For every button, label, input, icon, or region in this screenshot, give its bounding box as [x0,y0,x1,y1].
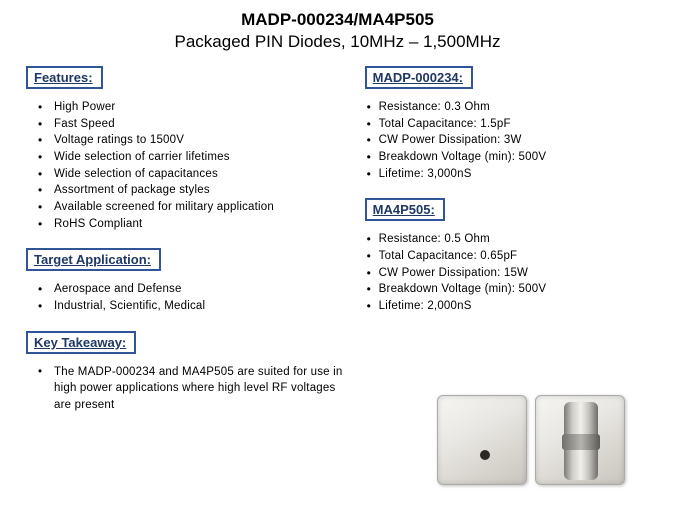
list-item: Available screened for military applicat… [38,199,345,216]
chip-left-icon [437,395,527,485]
list-item: Voltage ratings to 1500V [38,132,345,149]
features-list: High Power Fast Speed Voltage ratings to… [26,99,345,232]
key-takeaway-body: The MADP-000234 and MA4P505 are suited f… [26,364,345,414]
list-item: Breakdown Voltage (min): 500V [367,281,653,298]
key-takeaway-header: Key Takeaway: [26,331,136,354]
part1-list: Resistance: 0.3 Ohm Total Capacitance: 1… [365,99,653,182]
right-column: MADP-000234: Resistance: 0.3 Ohm Total C… [365,66,653,414]
left-column: Features: High Power Fast Speed Voltage … [26,66,345,414]
list-item: Lifetime: 3,000nS [367,166,653,183]
page-title: MADP-000234/MA4P505 [0,10,675,30]
list-item: Total Capacitance: 0.65pF [367,248,653,265]
chip-right-icon [535,395,625,485]
list-item: Assortment of package styles [38,182,345,199]
part2-header: MA4P505: [365,198,445,221]
list-item: Resistance: 0.5 Ohm [367,231,653,248]
part1-header: MADP-000234: [365,66,473,89]
list-item: High Power [38,99,345,116]
page-subtitle: Packaged PIN Diodes, 10MHz – 1,500MHz [0,32,675,52]
content-columns: Features: High Power Fast Speed Voltage … [0,66,675,414]
list-item: RoHS Compliant [38,216,345,233]
product-image [437,390,627,490]
features-header: Features: [26,66,103,89]
list-item: Wide selection of carrier lifetimes [38,149,345,166]
list-item: Lifetime: 2,000nS [367,298,653,315]
key-takeaway-text: The MADP-000234 and MA4P505 are suited f… [38,364,345,414]
part2-list: Resistance: 0.5 Ohm Total Capacitance: 0… [365,231,653,314]
list-item: CW Power Dissipation: 15W [367,265,653,282]
list-item: Wide selection of capacitances [38,166,345,183]
list-item: Industrial, Scientific, Medical [38,298,345,315]
list-item: CW Power Dissipation: 3W [367,132,653,149]
list-item: Aerospace and Defense [38,281,345,298]
list-item: Fast Speed [38,116,345,133]
list-item: Breakdown Voltage (min): 500V [367,149,653,166]
list-item: Resistance: 0.3 Ohm [367,99,653,116]
list-item: Total Capacitance: 1.5pF [367,116,653,133]
target-app-list: Aerospace and Defense Industrial, Scient… [26,281,345,314]
target-app-header: Target Application: [26,248,161,271]
